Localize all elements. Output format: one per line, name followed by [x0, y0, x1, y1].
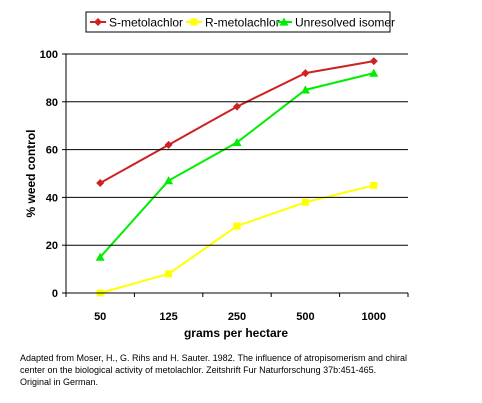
x-tick-label: 500	[296, 311, 314, 323]
data-point	[301, 69, 310, 78]
data-point	[369, 57, 378, 66]
series-line	[99, 60, 374, 184]
data-point	[233, 222, 241, 230]
x-tick-label: 250	[228, 311, 246, 323]
x-tick-label: 50	[94, 311, 106, 323]
y-tick-label: 0	[52, 288, 58, 300]
caption-line: Original in German.	[20, 377, 99, 387]
data-point	[164, 176, 174, 185]
line-chart: S-metolachlor R-metolachlor Unresolved iso…	[24, 11, 409, 340]
legend-marker	[279, 17, 289, 26]
y-tick-label: 40	[46, 192, 58, 204]
data-point	[301, 198, 309, 206]
data-point	[300, 85, 310, 94]
data-point	[233, 102, 241, 111]
x-axis-label: grams per hectare	[184, 326, 288, 340]
legend: S-metolachlor R-metolachlor Unresolved iso…	[85, 11, 395, 33]
data-point	[96, 179, 105, 188]
data-point	[164, 140, 173, 149]
data-point	[232, 137, 242, 147]
legend-label: S-metolachlor	[109, 16, 183, 30]
data-point	[95, 252, 105, 261]
y-tick-label: 100	[40, 49, 58, 61]
legend-label: R-metolachlor	[205, 16, 280, 30]
y-tick-label: 60	[46, 145, 58, 157]
data-point	[165, 270, 173, 278]
caption-line: Adapted from Moser, H., G. Rihs and H. S…	[20, 353, 408, 363]
y-axis-label: % weed control	[24, 129, 38, 217]
y-tick-label: 20	[46, 240, 58, 252]
plot-area	[95, 57, 379, 297]
x-tick-label: 125	[159, 311, 177, 323]
caption-line: center on the biological activity of met…	[20, 365, 377, 375]
y-tick-label: 80	[46, 97, 58, 109]
legend-marker	[190, 18, 198, 26]
series-line	[99, 184, 375, 294]
legend-label: Unresolved isomer	[295, 16, 395, 30]
source-caption: Adapted from Moser, H., G. Rihs and H. S…	[20, 352, 470, 388]
data-point	[369, 68, 379, 77]
data-point	[370, 181, 378, 189]
legend-box	[85, 11, 391, 33]
x-tick-label: 1000	[362, 311, 386, 323]
axes: 0 20 40 60 80 100 50 125 250 500 1000	[40, 49, 409, 323]
legend-marker	[94, 18, 102, 26]
